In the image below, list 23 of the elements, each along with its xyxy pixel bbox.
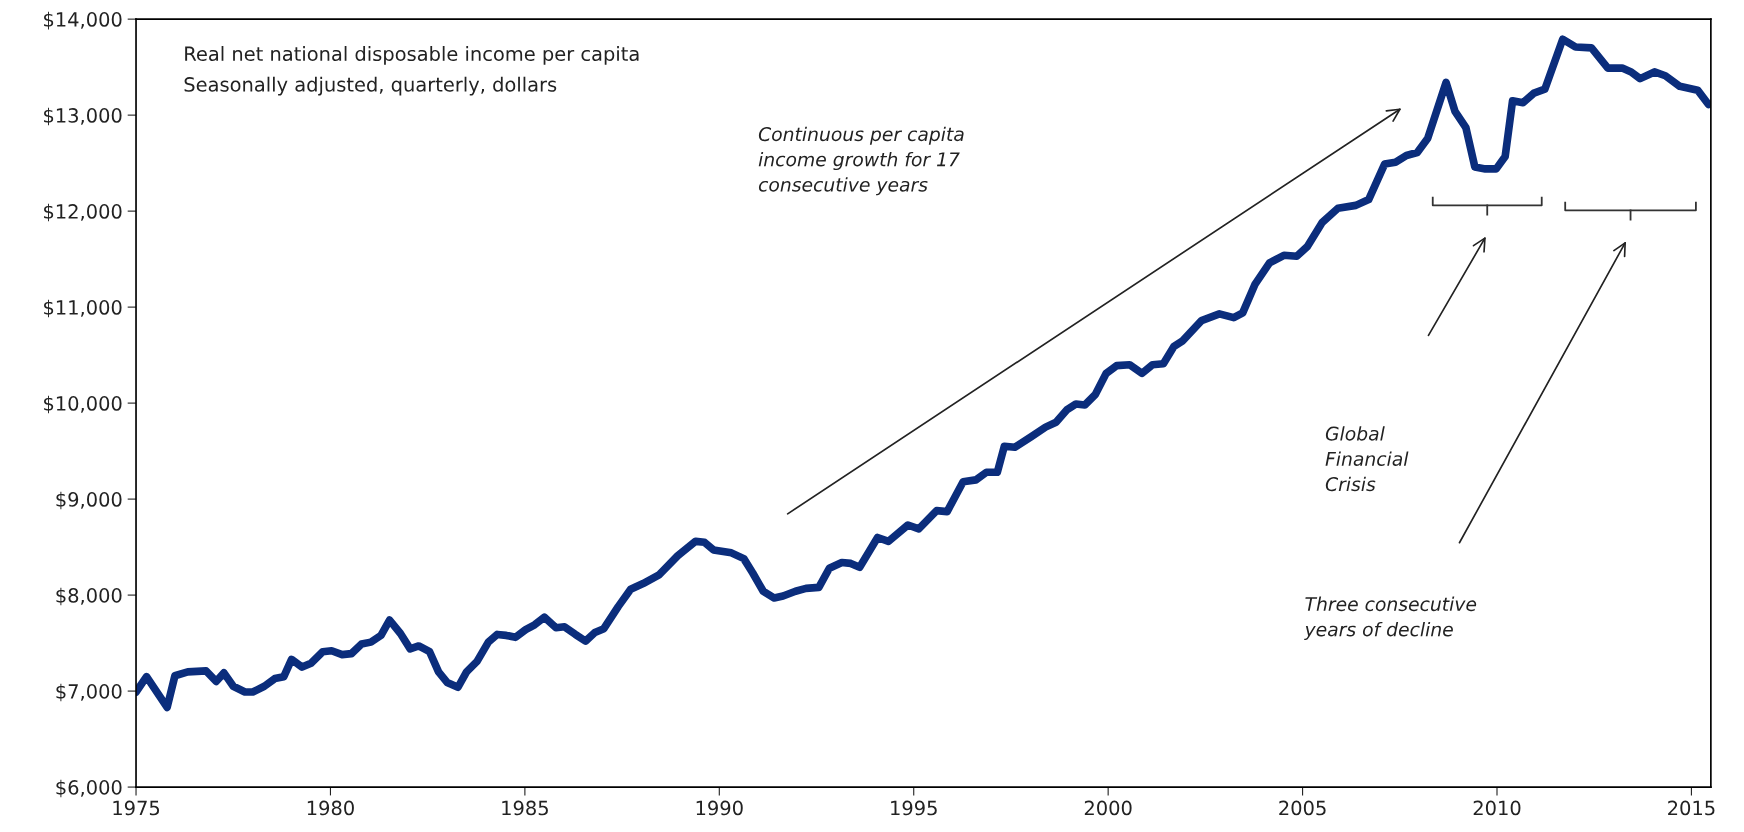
y-tick-label: $8,000	[56, 587, 122, 606]
annotation: Continuous per capita income growth for 17 consecutive years	[758, 126, 964, 196]
x-tick-label: 1995	[891, 800, 937, 816]
text: Seasonally adjusted, quarterly, dollars	[184, 76, 557, 96]
y-tick-label: $9,000	[56, 491, 122, 510]
x-tick-label: 1980	[307, 800, 354, 816]
x-tick-label: 2005	[1279, 800, 1326, 816]
y-tick-label: $6,000	[56, 779, 122, 798]
y-tick-label: $11,000	[44, 299, 122, 318]
x-tick-label: 2015	[1668, 800, 1715, 816]
x-tick-label: 1990	[696, 800, 743, 816]
x-tick-label: 1975	[113, 800, 160, 816]
x-tick-label: 2000	[1084, 800, 1132, 816]
y-tick-label: $13,000	[44, 107, 122, 126]
annotation: Three consecutive years of decline	[1304, 596, 1477, 641]
y-tick-label: $14,000	[44, 11, 122, 30]
annotation: Global Financial Crisis	[1325, 426, 1409, 492]
y-tick-label: $10,000	[44, 395, 122, 414]
text: Real net national disposable income per capita	[185, 46, 639, 65]
y-tick-label: $7,000	[56, 683, 122, 702]
x-tick-label: 2010	[1473, 800, 1521, 816]
x-tick-label: 1985	[502, 800, 548, 816]
y-tick-label: $12,000	[44, 203, 122, 222]
